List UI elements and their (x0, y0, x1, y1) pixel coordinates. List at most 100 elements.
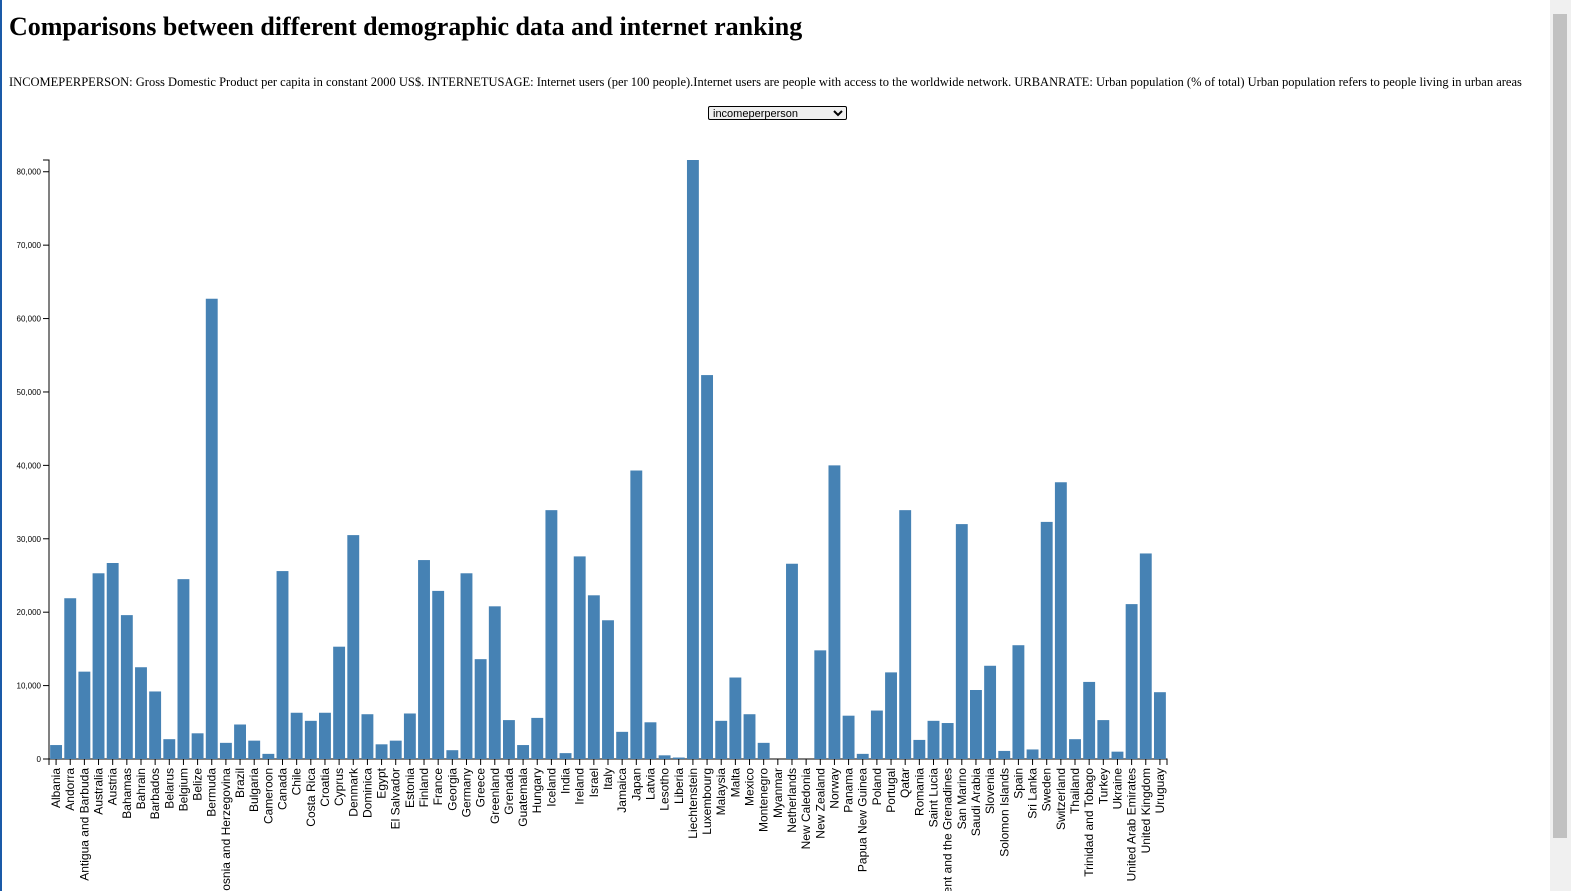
bar (743, 714, 756, 759)
x-tick-label: Bosnia and Herzegovina (219, 768, 233, 891)
bar (163, 739, 176, 759)
y-tick-label: 70,000 (17, 241, 42, 250)
bar (998, 750, 1011, 759)
x-tick-label: Barbados (148, 768, 162, 819)
x-tick-label: Malta (728, 768, 742, 798)
bar (488, 606, 501, 759)
bar (573, 556, 586, 759)
y-tick-label: 40,000 (17, 461, 42, 470)
bar (78, 671, 91, 759)
bar (842, 715, 855, 759)
bar (814, 650, 827, 759)
scrollbar-thumb[interactable] (1553, 14, 1567, 838)
bar (248, 740, 261, 759)
x-tick-label: Thailand (1068, 768, 1082, 814)
bar (120, 615, 133, 759)
x-tick-label: Belize (191, 768, 205, 801)
x-tick-label: Greenland (488, 768, 502, 824)
bar (418, 560, 430, 759)
bar (587, 595, 600, 759)
x-tick-label: Denmark (346, 767, 360, 817)
x-tick-label: Sweden (1040, 768, 1054, 811)
x-tick-label: Sri Lanka (1026, 768, 1040, 819)
x-tick-label: Italy (601, 768, 615, 790)
bar (970, 689, 982, 759)
bar (135, 667, 147, 759)
bar (870, 710, 883, 759)
x-tick-label: Bahrain (134, 768, 148, 809)
bar (191, 733, 204, 759)
x-tick-label: Croatia (318, 768, 332, 807)
x-tick-label: El Salvador (389, 768, 403, 829)
bar (644, 722, 657, 759)
y-axis (43, 159, 50, 760)
bar (276, 571, 289, 759)
bar (64, 598, 77, 759)
x-tick-label: Brazil (233, 768, 247, 798)
description: INCOMEPERPERSON: Gross Domestic Product … (9, 75, 1522, 89)
bar (913, 739, 926, 759)
x-tick-label: Turkey (1096, 768, 1110, 804)
metric-select[interactable]: incomeperperson (708, 106, 847, 120)
bar (1139, 553, 1152, 759)
bar (389, 740, 402, 759)
x-tick-label: Bulgaria (247, 768, 261, 812)
bar (828, 465, 841, 759)
x-tick-label: Estonia (403, 768, 417, 808)
x-tick-label: Luxembourg (700, 768, 714, 835)
x-tick-label: Germany (459, 768, 473, 817)
bar (686, 160, 699, 759)
bar (701, 375, 714, 759)
x-tick-label: Lesotho (658, 768, 672, 811)
bar (757, 742, 770, 759)
bar (92, 573, 105, 759)
x-tick-label: Antigua and Barbuda (77, 768, 91, 881)
bar (474, 659, 487, 759)
bar (955, 524, 968, 759)
bar (460, 573, 473, 759)
bar (361, 714, 374, 759)
bar (1012, 645, 1025, 759)
bar (786, 563, 798, 759)
bar (545, 510, 558, 759)
bar (333, 646, 346, 759)
x-tick-label: Belgium (176, 768, 190, 811)
bar (290, 712, 303, 759)
bar (715, 720, 728, 759)
bar (729, 677, 742, 759)
y-tick-label: 50,000 (17, 388, 42, 397)
x-tick-label: Myanmar (771, 768, 785, 818)
bar (219, 742, 232, 759)
bar (1054, 482, 1067, 759)
x-tick-label: Romania (912, 768, 926, 816)
x-tick-label: New Caledonia (799, 768, 813, 850)
y-tick-label: 80,000 (17, 168, 42, 177)
bar (1069, 739, 1081, 759)
x-tick-label: Latvia (643, 768, 657, 800)
x-tick-label: Andorra (63, 768, 77, 811)
x-tick-label: Qatar (898, 768, 912, 798)
x-tick-label: Papua New Guinea (856, 768, 870, 872)
bar (1153, 692, 1166, 759)
bar (1083, 681, 1096, 759)
bar (984, 665, 997, 759)
x-tick-label: India (559, 768, 573, 794)
bar (531, 717, 544, 759)
bar (1125, 604, 1138, 759)
x-tick-label: Grenada (502, 768, 516, 815)
x-tick-label: Cameroon (261, 768, 275, 824)
x-tick-label: Spain (1011, 768, 1025, 799)
bar (1026, 749, 1039, 759)
bar (205, 298, 218, 759)
bar (446, 750, 459, 759)
x-tick-label: Iceland (544, 768, 558, 807)
bar (304, 720, 317, 759)
bar (432, 590, 445, 759)
x-tick-label: Costa Rica (304, 768, 318, 827)
bar (927, 720, 940, 759)
x-tick-label: Belarus (162, 768, 176, 809)
bar (149, 691, 162, 759)
bar (517, 745, 530, 759)
x-tick-label: Malaysia (714, 768, 728, 816)
